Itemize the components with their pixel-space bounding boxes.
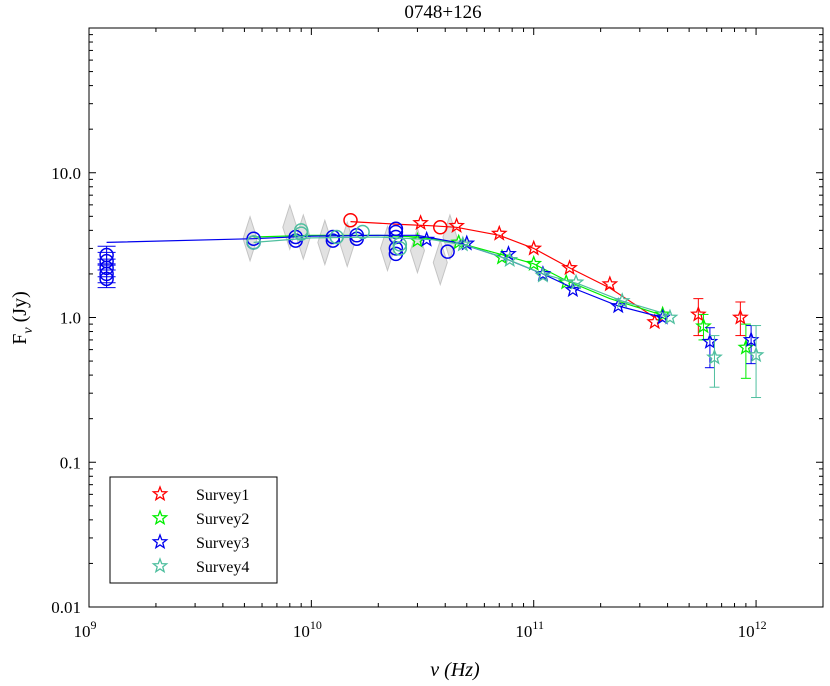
gray-marker <box>339 220 355 269</box>
legend-label: Survey1 <box>196 487 249 504</box>
legend-marker <box>151 485 169 502</box>
x-tick-label: 1012 <box>738 618 767 641</box>
data-star <box>501 251 519 268</box>
legend: Survey1 Survey2 Survey3 Survey4 <box>109 476 278 584</box>
plot-area: 109 1010 1011 10120.010.11.010.0Survey1Surv… <box>51 27 824 641</box>
y-axis-label: Fν (Jy) <box>9 291 36 344</box>
series-survey1 <box>343 212 749 337</box>
data-star <box>448 216 466 233</box>
fit-line <box>350 221 656 319</box>
data-circle <box>99 260 114 276</box>
data-star <box>525 254 543 271</box>
y-tick-label: 0.01 <box>51 598 81 617</box>
data-circle <box>329 229 344 245</box>
series-survey2 <box>253 231 755 379</box>
gray-marker <box>282 203 298 251</box>
x-tick-label: 109 <box>74 618 97 641</box>
legend-box <box>109 476 278 584</box>
data-circle <box>293 226 309 241</box>
y-tick-label: 0.1 <box>60 453 81 472</box>
x-tick-label: 1011 <box>515 618 544 641</box>
data-star <box>601 275 619 292</box>
data-star <box>561 259 579 276</box>
data-circle <box>343 212 358 228</box>
data-star <box>412 214 430 231</box>
data-star <box>567 273 585 290</box>
data-circle <box>440 244 455 259</box>
series-survey4 <box>246 223 765 399</box>
legend-marker <box>151 509 169 526</box>
data-circle <box>392 241 408 256</box>
data-circle <box>388 241 404 256</box>
data-circle <box>293 223 309 238</box>
gray-marker <box>432 238 448 287</box>
legend-label: Survey3 <box>196 535 249 552</box>
x-axis-label: ν (Hz) <box>430 659 480 681</box>
data-circle <box>246 231 261 246</box>
data-star <box>564 281 582 298</box>
data-star <box>609 297 627 314</box>
y-tick-label: 10.0 <box>51 164 81 183</box>
data-star <box>613 292 631 309</box>
data-circle <box>246 235 261 250</box>
data-star <box>747 346 765 363</box>
data-star <box>661 308 679 325</box>
data-circle <box>325 233 341 248</box>
y-axis-label-group: Fν (Jy) <box>9 291 36 344</box>
legend-marker <box>151 533 169 550</box>
data-star <box>695 317 712 334</box>
data-star <box>706 348 723 365</box>
y-tick-label: 1.0 <box>60 309 81 328</box>
chart-title: 0748+126 <box>404 2 481 23</box>
series-survey3 <box>97 221 760 369</box>
data-star <box>490 224 508 241</box>
data-star <box>731 308 749 325</box>
data-star <box>689 305 707 322</box>
gray-marker <box>442 213 458 261</box>
legend-label: Survey2 <box>196 511 249 528</box>
legend-marker <box>151 557 169 574</box>
data-star <box>418 230 436 247</box>
data-star <box>454 235 472 252</box>
fit-line <box>253 236 668 315</box>
legend-label: Survey4 <box>196 559 249 576</box>
data-circle <box>355 224 370 240</box>
data-circle <box>392 237 408 252</box>
data-circle <box>433 220 448 235</box>
x-tick-label: 1010 <box>293 618 322 641</box>
data-circle <box>99 271 114 287</box>
data-circle <box>99 266 114 282</box>
data-star <box>534 266 552 283</box>
data-star <box>525 239 543 256</box>
